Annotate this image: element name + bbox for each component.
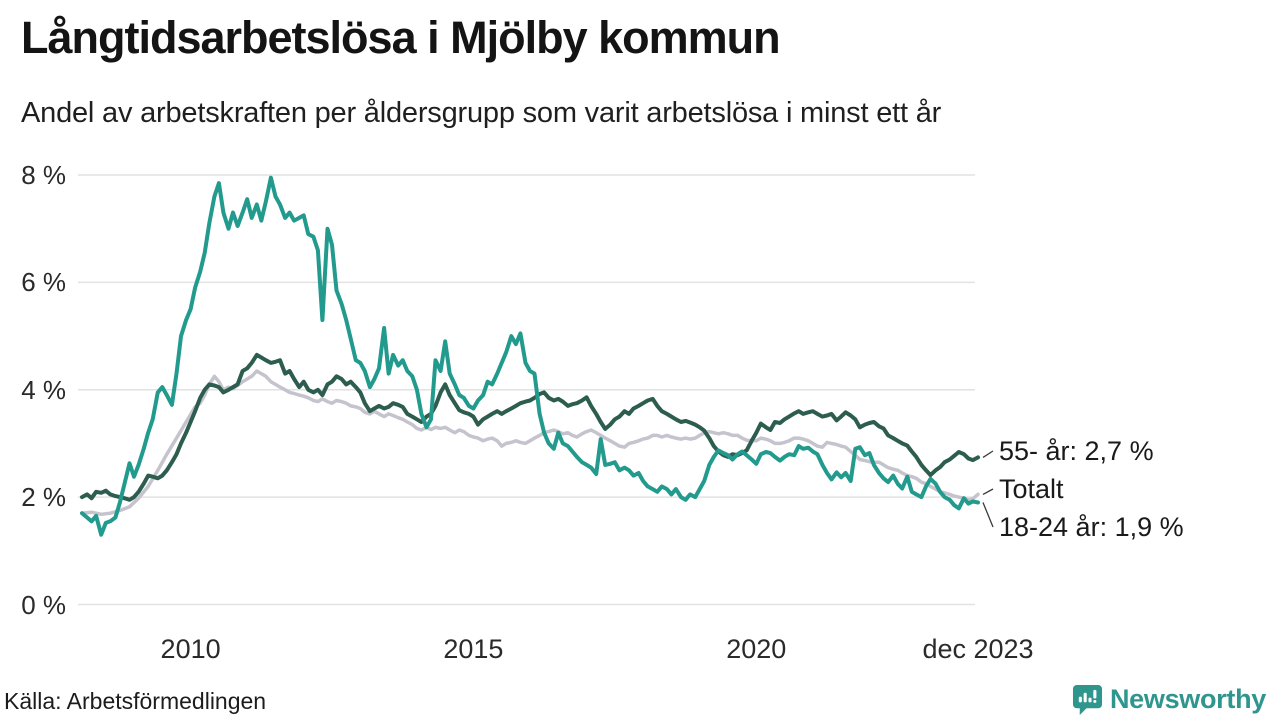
chart-subtitle: Andel av arbetskraften per åldersgrupp s… bbox=[21, 97, 942, 129]
source-note: Källa: Arbetsförmedlingen bbox=[4, 688, 267, 714]
annotation-connector bbox=[982, 450, 994, 458]
x-tick-label: 2020 bbox=[726, 634, 787, 664]
x-tick-label: 2010 bbox=[160, 634, 221, 664]
y-tick-label: 2 % bbox=[21, 482, 66, 513]
annotation-connector bbox=[982, 502, 994, 528]
y-tick-label: 4 % bbox=[21, 374, 66, 405]
brand-name: Newsworthy bbox=[1109, 683, 1266, 714]
series-line-totalt bbox=[80, 369, 980, 517]
series-end-label-55plus: 55- år: 2,7 % bbox=[999, 436, 1154, 466]
annotation-connector bbox=[982, 488, 994, 496]
page-title: Långtidsarbetslösa i Mjölby kommun bbox=[21, 12, 781, 63]
series-line-55plus bbox=[80, 352, 980, 502]
newsworthy-logo-icon bbox=[1072, 684, 1102, 715]
newsworthy-brand: Newsworthy bbox=[1072, 683, 1266, 715]
y-tick-label: 8 % bbox=[21, 160, 66, 190]
x-tick-label: 2015 bbox=[443, 634, 504, 664]
x-tick-label: dec 2023 bbox=[922, 634, 1034, 664]
y-tick-label: 0 % bbox=[21, 589, 66, 620]
series-end-label-18-24: 18-24 år: 1,9 % bbox=[999, 512, 1184, 542]
y-tick-label: 6 % bbox=[21, 267, 66, 298]
series-end-label-totalt: Totalt bbox=[999, 474, 1064, 504]
series-line-18-24 bbox=[80, 175, 980, 537]
